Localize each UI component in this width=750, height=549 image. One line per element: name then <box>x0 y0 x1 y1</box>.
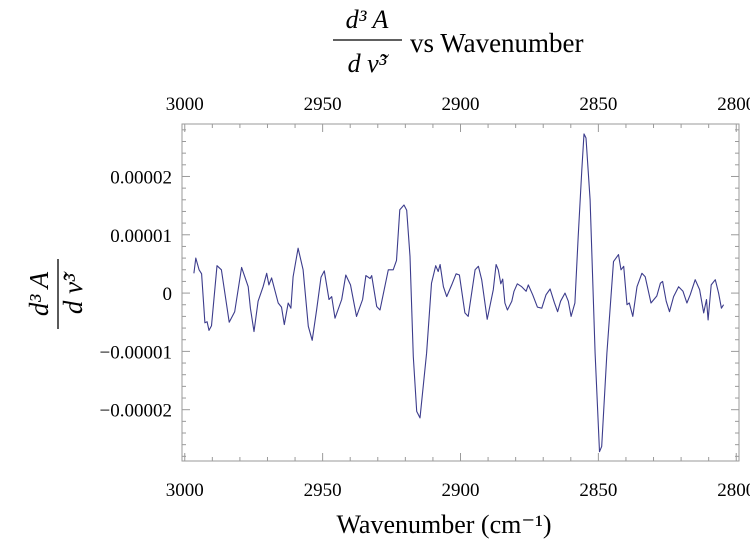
plot-frame <box>181 123 740 462</box>
x-tick-label-top: 2850 <box>579 94 617 115</box>
title-suffix: vs Wavenumber <box>410 28 584 58</box>
series-line <box>193 133 725 453</box>
title-numerator: d³ A <box>346 5 389 34</box>
y-tick-label: 0.00001 <box>110 226 172 247</box>
x-tick-label-top: 3000 <box>166 94 204 115</box>
x-tick-label-bottom: 2950 <box>304 480 342 501</box>
x-axis-label: Wavenumber (cm⁻¹) <box>336 510 551 539</box>
ticks <box>182 124 739 461</box>
y-axis-label: d³ A d ν̃³ <box>24 259 88 329</box>
x-tick-label-bottom: 3000 <box>166 480 204 501</box>
x-tick-label-bottom: 2850 <box>579 480 617 501</box>
y-tick-label: −0.00001 <box>100 342 172 363</box>
ylabel-numerator: d³ A <box>24 271 54 316</box>
ylabel-denominator: d ν̃³ <box>58 271 88 314</box>
x-tick-label-bottom: 2900 <box>442 480 480 501</box>
x-tick-label-top: 2900 <box>442 94 480 115</box>
plot-area <box>193 133 725 453</box>
y-tick-label: 0.00002 <box>110 167 172 188</box>
chart-title: d³ A d ν̃³ vs Wavenumber <box>333 5 584 78</box>
y-tick-label: −0.00002 <box>100 401 172 422</box>
x-tick-label-top: 2950 <box>304 94 342 115</box>
title-denominator: d ν̃³ <box>348 49 390 78</box>
y-tick-label: 0 <box>163 284 173 305</box>
